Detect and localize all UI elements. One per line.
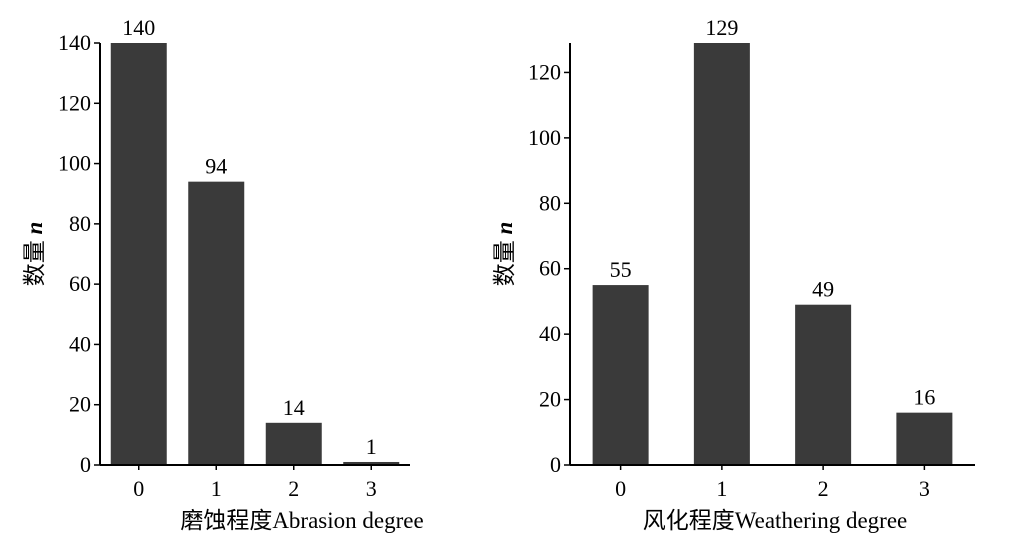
- x-tick-label: 3: [919, 476, 930, 501]
- y-tick-label: 100: [58, 151, 91, 176]
- x-tick-label: 2: [818, 476, 829, 501]
- y-tick-label: 60: [539, 256, 561, 281]
- bar-0: [592, 285, 649, 465]
- bar-value-label: 94: [205, 154, 227, 179]
- y-axis-label-cn: 数量: [492, 240, 517, 286]
- bar-2: [265, 422, 322, 465]
- x-tick-label: 1: [211, 476, 222, 501]
- bar-2: [795, 304, 852, 465]
- x-axis-label-en: Weathering degree: [735, 508, 907, 533]
- x-axis-label: 风化程度Weathering degree: [643, 508, 907, 533]
- bar-3: [896, 412, 953, 465]
- x-tick-label: 0: [615, 476, 626, 501]
- y-tick-label: 0: [550, 452, 561, 477]
- x-axis-label-en: Abrasion degree: [272, 508, 423, 533]
- bar-value-label: 55: [610, 257, 632, 282]
- x-axis-label: 磨蚀程度Abrasion degree: [180, 508, 423, 533]
- bar-value-label: 1: [366, 434, 377, 459]
- y-tick-label: 80: [69, 211, 91, 236]
- y-tick-label: 40: [69, 331, 91, 356]
- bar-value-label: 14: [283, 395, 305, 420]
- y-tick-label: 0: [80, 452, 91, 477]
- bar-value-label: 129: [705, 15, 738, 40]
- y-tick-label: 40: [539, 321, 561, 346]
- y-axis-label-cn: 数量: [22, 240, 47, 286]
- x-tick-label: 0: [133, 476, 144, 501]
- x-tick-label: 1: [716, 476, 727, 501]
- y-tick-label: 140: [58, 30, 91, 55]
- y-tick-label: 60: [69, 271, 91, 296]
- y-tick-label: 80: [539, 190, 561, 215]
- bar-3: [343, 461, 400, 465]
- x-axis-label-cn: 风化程度: [643, 508, 735, 533]
- x-axis-label-cn: 磨蚀程度: [180, 508, 272, 533]
- abrasion-chart: 140 0 94 1 14 2 1 3 0 20 40 60 80 100 120 140 磨蚀程度Abrasi…: [22, 15, 424, 533]
- y-axis-label: 数量 n: [492, 222, 517, 287]
- y-tick-label: 120: [58, 90, 91, 115]
- y-tick-label: 20: [69, 392, 91, 417]
- bar-0: [110, 43, 167, 465]
- y-axis-label-var: n: [492, 222, 517, 235]
- x-tick-label: 3: [366, 476, 377, 501]
- y-tick-label: 20: [539, 387, 561, 412]
- weathering-chart: 5501291492163020406080100120风化程度Weatheri…: [492, 15, 975, 533]
- y-axis-label: 数量 n: [22, 222, 47, 287]
- y-tick-label: 100: [528, 125, 561, 150]
- x-tick-label: 2: [288, 476, 299, 501]
- bar-1: [693, 43, 750, 465]
- y-tick-label: 120: [528, 59, 561, 84]
- bar-1: [188, 181, 245, 465]
- bar-value-label: 49: [812, 277, 834, 302]
- bar-value-label: 140: [122, 15, 155, 40]
- bar-value-label: 16: [913, 385, 935, 410]
- y-axis-label-var: n: [22, 222, 47, 235]
